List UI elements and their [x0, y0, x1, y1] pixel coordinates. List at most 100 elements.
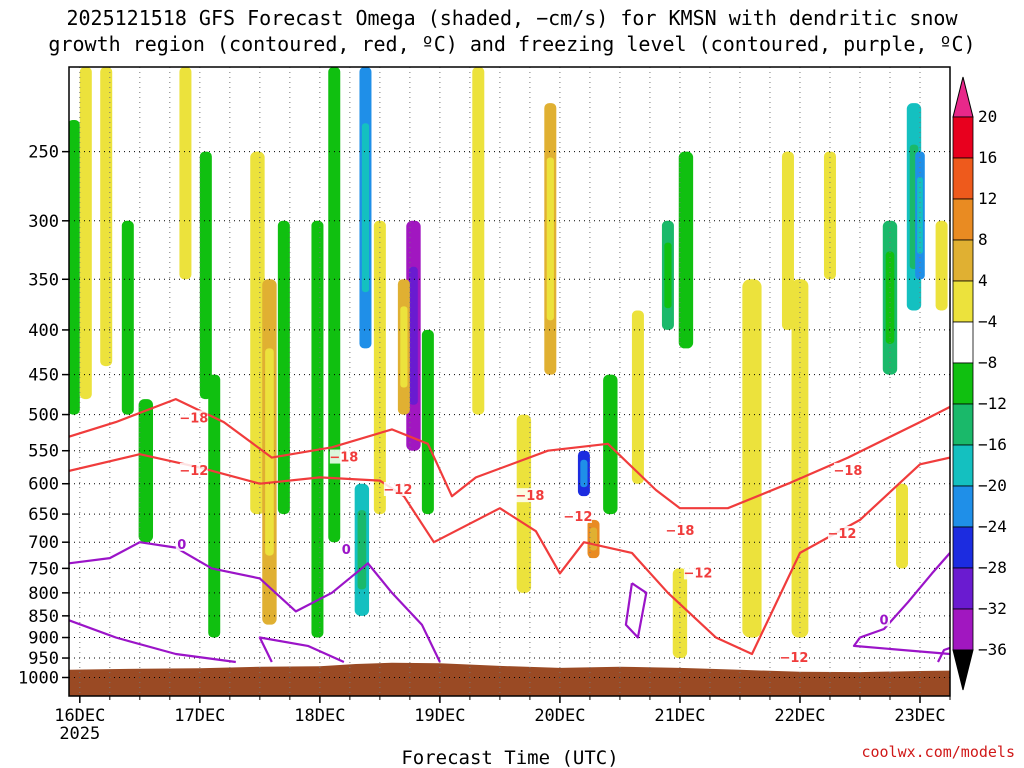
colorbar-level-13: −36: [978, 640, 1007, 659]
freezing-contour-4: [852, 552, 950, 656]
omega-region-24: [603, 374, 618, 515]
omega-region-core-22: [580, 459, 588, 488]
freezing-contour-label-0-bg: [175, 536, 188, 551]
omega-region-29: [742, 279, 762, 638]
dgz-contour-1: [69, 453, 950, 656]
colorbar-swatch-12: [952, 608, 974, 651]
dgz-contour-label-4-bg: [515, 488, 544, 503]
dgz-contour-label-5-bg: [563, 508, 592, 523]
colorbar-level-7: −12: [978, 394, 1007, 413]
dgz-contour-label-10-bg: [827, 525, 856, 540]
dgz-contour-label-1-bg: [179, 462, 208, 477]
dgz-contour-label-9-bg: [833, 462, 862, 477]
colorbar-level-6: −8: [978, 353, 997, 372]
x-axis-label: Forecast Time (UTC): [401, 747, 618, 768]
omega-region-core-16: [409, 266, 418, 405]
y-tick-label-550: 550: [28, 442, 59, 462]
freezing-contour-3: [624, 582, 648, 639]
colorbar-swatch-9: [952, 485, 974, 528]
dgz-contour-label-0-bg: [179, 410, 208, 425]
x-tick-label-3: 19DEC: [414, 706, 465, 726]
chart-title-line-2: growth region (contoured, red, ºC) and f…: [48, 32, 975, 56]
colorbar-level-4: 4: [978, 271, 988, 290]
omega-region-8: [250, 151, 265, 515]
colorbar-top-arrow: [952, 76, 974, 118]
dgz-contour-label-0: −18: [179, 411, 208, 426]
plot-frame: [68, 66, 951, 697]
dgz-contour-0: [69, 398, 950, 510]
omega-region-31: [791, 279, 809, 638]
chart-title: 2025121518 GFS Forecast Omega (shaded, −…: [48, 6, 975, 56]
colorbar-level-9: −20: [978, 476, 1007, 495]
colorbar-swatch-2: [952, 198, 974, 241]
dgz-contour-label-5: −12: [563, 510, 592, 525]
colorbar-swatch-7: [952, 403, 974, 446]
omega-region-core-23: [589, 527, 598, 551]
colorbar-level-5: −4: [978, 312, 997, 331]
freezing-contour-1: [69, 619, 236, 664]
colorbar-swatch-4: [952, 280, 974, 323]
freezing-contour-0: [69, 541, 441, 663]
omega-region-37: [935, 220, 948, 311]
colorbar-level-2: 12: [978, 189, 997, 208]
colorbar-level-8: −16: [978, 435, 1007, 454]
omega-region-32: [823, 151, 836, 280]
omega-region-core-17: [400, 306, 408, 388]
freezing-contour-label-1: 0: [342, 543, 351, 558]
omega-region-25: [631, 310, 644, 484]
colorbar-level-1: 16: [978, 148, 997, 167]
dgz-contour-label-3-bg: [383, 481, 412, 496]
dgz-contour-label-1: −12: [179, 464, 208, 479]
omega-region-18: [421, 329, 434, 515]
dgz-contour-label-7: −12: [683, 566, 712, 581]
omega-region-5: [179, 67, 192, 280]
grid-lines: [69, 67, 951, 696]
terrain-fill: [69, 662, 950, 696]
y-tick-label-1000: 1000: [18, 668, 59, 688]
y-tick-label-900: 900: [28, 629, 59, 649]
terrain-area: [69, 662, 950, 696]
colorbar-swatch-8: [952, 444, 974, 487]
y-tick-label-800: 800: [28, 584, 59, 604]
y-tick-label-250: 250: [28, 143, 59, 163]
colorbar-level-3: 8: [978, 230, 988, 249]
colorbar-swatch-0: [952, 116, 974, 159]
y-tick-label-950: 950: [28, 649, 59, 669]
colorbar-bottom-arrow: [952, 649, 974, 691]
x-tick-label-2: 18DEC: [294, 706, 345, 726]
omega-shading: [69, 67, 948, 659]
colorbar-swatch-11: [952, 567, 974, 610]
x-tick-label-6: 22DEC: [774, 706, 825, 726]
x-tick-label-7: 23DEC: [894, 706, 945, 726]
dgz-contour-label-9: −18: [833, 464, 862, 479]
contour-lines: −18 −12 −18 −12 −18 −12 −18 −12 −12 −18 −12 0 0 0: [69, 398, 950, 666]
colorbar-swatch-3: [952, 239, 974, 282]
omega-region-core-13: [361, 123, 370, 293]
y-tick-label-650: 650: [28, 505, 59, 525]
freezing-contour-2: [258, 636, 345, 664]
y-tick-label-450: 450: [28, 366, 59, 386]
y-tick-label-700: 700: [28, 533, 59, 553]
y-axis: 2503003504004505005506006507007508008509…: [18, 143, 69, 688]
x-tick-label-1: 17DEC: [174, 706, 225, 726]
y-tick-label-750: 750: [28, 559, 59, 579]
colorbar: 20 16 12 8 4 −4 −8 −12 −16 −20 −24 −28 −32 −36: [952, 76, 1007, 691]
omega-region-34: [895, 483, 908, 569]
dgz-contour-label-8: −12: [779, 651, 808, 666]
colorbar-swatch-1: [952, 157, 974, 200]
dgz-contour-label-2-bg: [329, 449, 358, 464]
y-tick-label-850: 850: [28, 607, 59, 627]
x-tick-label-5: 21DEC: [654, 706, 705, 726]
chart-title-line-1: 2025121518 GFS Forecast Omega (shaded, −…: [66, 6, 958, 30]
freezing-contour-label-2: 0: [879, 613, 888, 628]
y-tick-label-400: 400: [28, 321, 59, 341]
omega-region-core-36: [917, 177, 923, 254]
freezing-contour-label-0: 0: [177, 538, 186, 553]
y-tick-label-300: 300: [28, 212, 59, 232]
omega-region-12: [328, 67, 341, 543]
colorbar-swatch-10: [952, 526, 974, 569]
omega-region-10: [277, 220, 290, 515]
colorbar-level-10: −24: [978, 517, 1007, 536]
